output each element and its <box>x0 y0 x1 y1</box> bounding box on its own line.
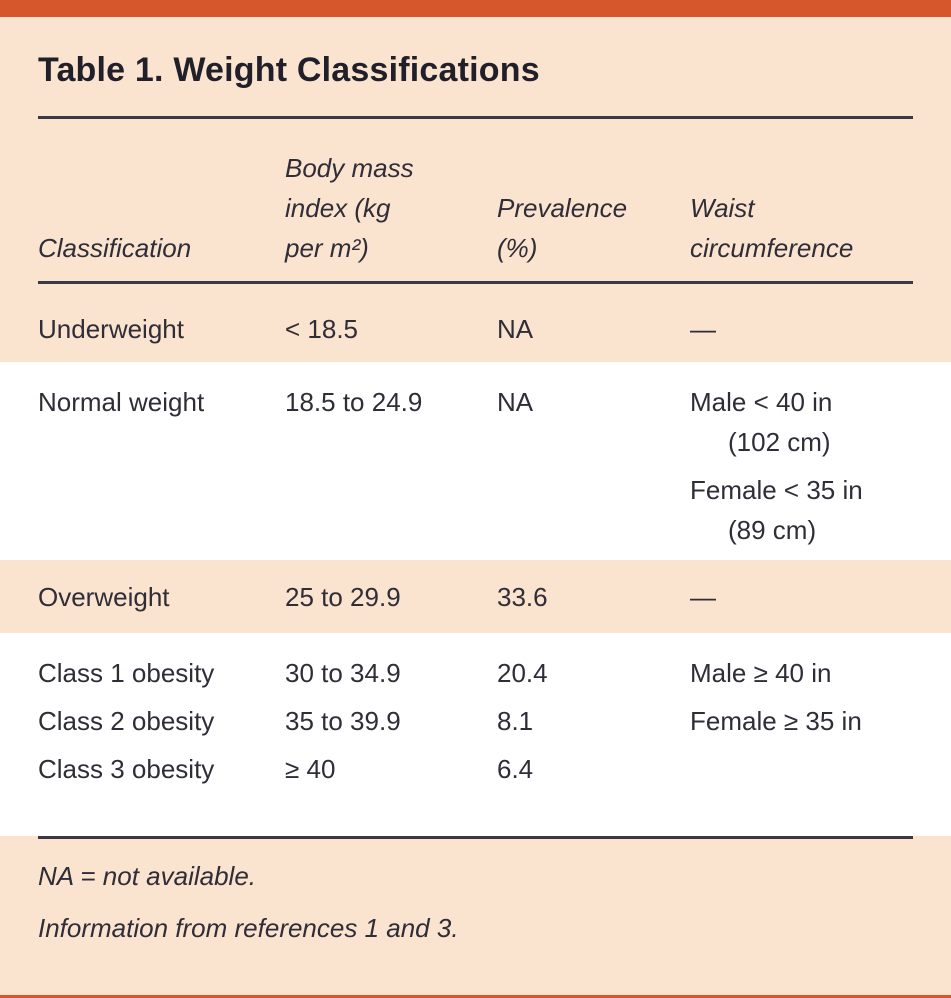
footnote-na: NA = not available. <box>38 861 257 891</box>
waist-line: (89 cm) <box>728 515 817 545</box>
cell-waist: Female ≥ 35 in <box>690 706 862 736</box>
table-title: Table 1. Weight Classifications <box>38 51 540 89</box>
cell-classification: Overweight <box>38 582 170 612</box>
header-line: (%) <box>497 233 538 263</box>
footnote-source: Information from references 1 and 3. <box>38 913 459 943</box>
cell-classification: Class 2 obesity <box>38 706 215 736</box>
footnote-band: NA = not available. Information from ref… <box>0 836 951 995</box>
cell-bmi: ≥ 40 <box>285 754 336 784</box>
waist-line: Male < 40 in <box>690 387 833 417</box>
footer-rule <box>38 836 913 839</box>
normal-weight-band: Normal weight 18.5 to 24.9 NA Male < 40 … <box>0 362 951 560</box>
header-line: Waist <box>690 193 755 223</box>
table-row-class1-obesity: Class 1 obesity 30 to 34.9 20.4 Male ≥ 4… <box>38 649 913 697</box>
table-head-band: Table 1. Weight Classifications Classifi… <box>0 17 951 362</box>
cell-bmi: 30 to 34.9 <box>285 658 401 688</box>
table-row-class2-obesity: Class 2 obesity 35 to 39.9 8.1 Female ≥ … <box>38 697 913 745</box>
cell-bmi: 25 to 29.9 <box>285 582 401 612</box>
table-row-normal-weight: Normal weight 18.5 to 24.9 NA Male < 40 … <box>38 382 913 550</box>
cell-prevalence: 20.4 <box>497 658 548 688</box>
cell-prevalence: NA <box>497 314 534 344</box>
bottom-accent-bar <box>0 995 951 998</box>
header-line: per m²) <box>285 233 369 263</box>
cell-waist <box>690 745 913 793</box>
table-row-class3-obesity: Class 3 obesity ≥ 40 6.4 <box>38 745 913 793</box>
column-header-bmi: Body mass index (kg per m²) <box>285 148 497 268</box>
table-row-overweight: Overweight 25 to 29.9 33.6 — <box>38 582 913 612</box>
table-row-underweight: Underweight < 18.5 NA — <box>38 312 913 346</box>
cell-waist: Male ≥ 40 in <box>690 658 832 688</box>
header-row: Classification Body mass index (kg per m… <box>38 148 913 268</box>
cell-waist: — <box>690 582 716 612</box>
column-header-waist: Waist circumference <box>690 188 913 268</box>
cell-bmi: 35 to 39.9 <box>285 706 401 736</box>
header-line: Classification <box>38 233 192 263</box>
column-header-classification: Classification <box>38 228 285 268</box>
cell-classification: Class 1 obesity <box>38 658 215 688</box>
cell-waist: — <box>690 314 716 344</box>
waist-line: (102 cm) <box>728 427 831 457</box>
cell-classification: Class 3 obesity <box>38 754 215 784</box>
cell-bmi: < 18.5 <box>285 314 359 344</box>
overweight-band: Overweight 25 to 29.9 33.6 — <box>0 560 951 633</box>
cell-classification: Normal weight <box>38 387 205 417</box>
header-line: circumference <box>690 233 854 263</box>
cell-prevalence: 8.1 <box>497 706 534 736</box>
cell-bmi: 18.5 to 24.9 <box>285 387 423 417</box>
header-line: index (kg <box>285 193 391 223</box>
header-rule <box>38 281 913 284</box>
cell-waist: Male < 40 in (102 cm) Female < 35 in (89… <box>690 382 913 550</box>
obesity-band: Class 1 obesity 30 to 34.9 20.4 Male ≥ 4… <box>0 633 951 805</box>
header-line: Prevalence <box>497 193 628 223</box>
waist-line: Female < 35 in <box>690 475 863 505</box>
title-rule <box>38 116 913 119</box>
cell-classification: Underweight <box>38 314 184 344</box>
column-header-prevalence: Prevalence (%) <box>497 188 690 268</box>
header-line: Body mass <box>285 153 414 183</box>
cell-prevalence: NA <box>497 387 534 417</box>
cell-prevalence: 33.6 <box>497 582 548 612</box>
cell-prevalence: 6.4 <box>497 754 534 784</box>
top-accent-bar <box>0 0 951 17</box>
